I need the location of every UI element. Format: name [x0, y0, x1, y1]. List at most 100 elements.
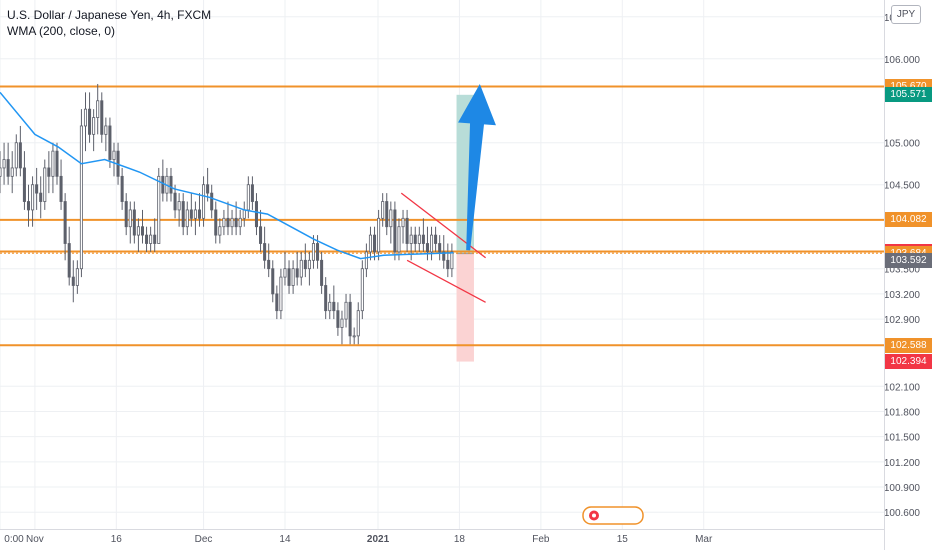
candle-body [202, 184, 206, 219]
price-tick-label: 101.200 [884, 458, 921, 469]
candle-body [360, 268, 364, 312]
time-tick-label: 0:00 [4, 534, 24, 545]
candle-body [230, 217, 234, 228]
candle-body [2, 159, 6, 169]
candle-body [18, 142, 22, 169]
candle-body [283, 268, 287, 278]
candle-body [311, 243, 315, 261]
price-tag: 104.082 [885, 212, 932, 228]
candle-body [43, 167, 47, 202]
time-tick-label: 2021 [367, 534, 390, 545]
wedge-upper-line [400, 192, 487, 259]
wedge-lower-line [406, 259, 486, 303]
candle-body [254, 201, 258, 228]
candle-body [226, 217, 230, 228]
candle-body [271, 268, 275, 295]
candle-body [55, 150, 59, 177]
horizontal-levels[interactable] [0, 85, 884, 347]
candle-body [238, 217, 242, 228]
candle-body [88, 108, 92, 135]
candle-body [104, 125, 108, 135]
currency-button[interactable]: JPY [891, 5, 921, 24]
candle-body [140, 226, 145, 236]
price-tick-label: 103.200 [884, 290, 921, 301]
candle-body [79, 125, 83, 270]
candle-body [409, 234, 413, 244]
candle-body [206, 184, 210, 194]
candle-body [246, 184, 250, 211]
indicator-title[interactable]: WMA (200, close, 0) [7, 24, 116, 38]
price-tick-label: 102.100 [884, 382, 921, 393]
time-axis-separator [0, 529, 884, 530]
candle-body [210, 192, 214, 211]
candle-body [336, 310, 340, 328]
arrow-shape [458, 83, 496, 251]
candle-body [75, 268, 79, 286]
wma-series [0, 91, 454, 260]
target-arrow[interactable] [458, 83, 496, 251]
axis-separator [884, 0, 885, 550]
candle-body [39, 192, 43, 202]
candle-body [169, 175, 173, 194]
candle-body [405, 217, 409, 244]
candle-body [393, 209, 397, 253]
candle-body [397, 226, 401, 253]
time-tick-label: Nov [26, 534, 44, 545]
candle-body [22, 167, 26, 202]
replay-pill [582, 506, 644, 525]
candle-body [303, 259, 307, 270]
price-tag: 105.571 [885, 87, 932, 103]
candle-body [132, 209, 136, 236]
price-tick-label: 101.800 [884, 407, 921, 418]
time-axis[interactable]: 0:00 Nov 16 Dec 14 2021 18 Feb 15 Mar [4, 534, 713, 545]
candle-body [108, 125, 112, 160]
time-tick-label: 15 [617, 534, 629, 545]
candle-body [368, 234, 372, 253]
symbol-title[interactable]: U.S. Dollar / Japanese Yen, 4h, FXCM [7, 8, 212, 22]
candle-body [348, 301, 352, 337]
replay-dot-icon [592, 513, 596, 518]
time-tick-label: Feb [532, 534, 550, 545]
candle-body [83, 108, 88, 127]
candle-body [59, 175, 63, 202]
candle-body [279, 276, 283, 312]
candle-body [446, 259, 450, 270]
falling-wedge[interactable] [400, 192, 487, 303]
time-tick-label: Dec [195, 534, 213, 545]
candle-body [344, 301, 348, 320]
candle-body [364, 251, 368, 270]
candle-body [356, 310, 360, 337]
candle-body [421, 234, 425, 244]
candle-body [340, 318, 344, 328]
candle-body [181, 201, 185, 228]
candle-body [417, 234, 421, 244]
price-tag: 102.394 [885, 354, 932, 370]
candle-body [320, 259, 324, 286]
candle-body [63, 201, 67, 244]
stop-zone [456, 253, 474, 362]
candle-body [67, 243, 71, 278]
candle-body [26, 201, 31, 211]
candle-body [136, 226, 140, 236]
candle-body [275, 293, 279, 312]
candle-body [161, 175, 165, 194]
price-tick-label: 100.600 [884, 508, 921, 519]
price-tag: 103.592 [885, 253, 932, 269]
candle-body [6, 159, 10, 177]
candle-body [328, 301, 332, 312]
candle-body [373, 234, 377, 253]
replay-widget[interactable] [582, 506, 644, 525]
candle-body [413, 234, 417, 244]
candle-body [377, 217, 381, 253]
chart-grid [0, 0, 884, 529]
candle-body [153, 234, 157, 244]
candle-body [401, 217, 405, 228]
candle-body [389, 209, 393, 228]
candle-body [324, 285, 328, 312]
candle-body [173, 192, 177, 211]
candle-body [71, 276, 75, 286]
candle-body [149, 234, 153, 244]
candlestick-series [0, 83, 454, 345]
candle-body [438, 243, 442, 253]
